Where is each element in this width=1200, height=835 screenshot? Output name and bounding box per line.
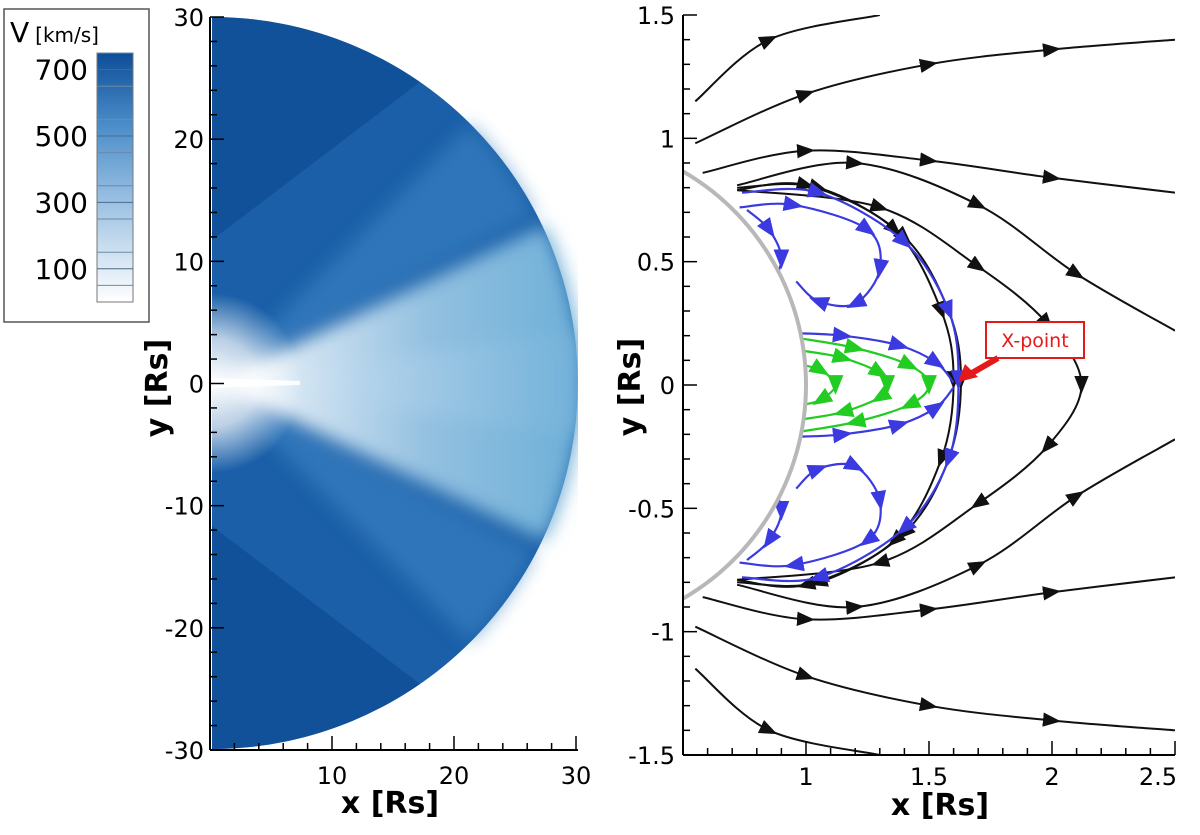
closed-field-line-16 — [739, 454, 887, 572]
right-ytick-label: -1 — [651, 619, 675, 647]
heatmap-panel: 30 20 10 0 -10 -20 -30 10 20 30 x [Rs] y [Rs] — [140, 4, 591, 821]
left-xtick-label: 30 — [561, 762, 592, 790]
colorbar-tick-label: 700 — [35, 54, 88, 87]
x-point-label-box — [985, 321, 1085, 359]
colorbar-legend: V [km/s] 700 500 300 100 — [3, 8, 150, 323]
colorbar-tick-label: 100 — [35, 253, 88, 286]
right-xtick-label: 1.5 — [910, 763, 948, 791]
high-latitude-dark-band-south — [212, 526, 420, 749]
open-field-line-1 — [694, 38, 1175, 145]
colorbar-title: V [km/s] — [10, 16, 99, 49]
colorbar-ticks: 700 500 300 100 — [35, 52, 133, 286]
colorbar-tick-label: 300 — [35, 186, 88, 219]
left-ytick-label: 0 — [189, 371, 204, 399]
left-ticklabels: 30 20 10 0 -10 -20 -30 10 20 30 — [165, 4, 591, 790]
right-ytick-label: 0.5 — [637, 249, 675, 277]
streamer-belt-core — [212, 330, 578, 436]
colorbar-title-main: V — [10, 16, 29, 49]
left-ytick-label: 30 — [173, 4, 204, 32]
closed-field-line-12 — [739, 195, 890, 313]
right-ticks — [683, 14, 1176, 756]
left-xlabel: x [Rs] — [341, 786, 439, 821]
open-field-line-5 — [736, 438, 1175, 615]
open-field-line-6 — [702, 576, 1175, 627]
mid-latitude-band-north — [212, 124, 535, 383]
open-field-line-8 — [694, 667, 881, 755]
left-ytick-label: -10 — [165, 493, 204, 521]
left-ylabel: y [Rs] — [140, 339, 175, 437]
x-point-arrow-shaft — [970, 355, 1000, 376]
mid-latitude-band-south — [212, 383, 535, 642]
open-field-line-0 — [694, 15, 881, 103]
left-ytick-label: -20 — [165, 615, 204, 643]
right-ticklabels: 1.5 1 0.5 0 -0.5 -1 -1.5 1 1.5 2 2.5 — [628, 2, 1177, 791]
equatorial-streak — [212, 378, 300, 388]
open-field-line-3 — [736, 155, 1175, 332]
right-xtick-label: 2.5 — [1139, 763, 1177, 791]
solar-surface — [683, 169, 809, 601]
right-xlabel: x [Rs] — [891, 788, 989, 823]
high-latitude-dark-band-north — [212, 17, 420, 240]
x-point-annotation: X-point — [958, 321, 1085, 382]
right-xtick-label: 2 — [1044, 763, 1059, 791]
right-ylabel: y [Rs] — [613, 338, 648, 436]
right-ytick-label: -1.5 — [628, 742, 675, 770]
colorbar-title-unit: [km/s] — [35, 23, 99, 47]
x-point-arrow-head — [958, 364, 978, 382]
open-field-line-7 — [694, 625, 1175, 732]
right-ytick-label: -0.5 — [628, 495, 675, 523]
left-ytick-label: 20 — [173, 126, 204, 154]
right-ytick-label: 0 — [660, 372, 675, 400]
colorbar-tick-label: 500 — [35, 120, 88, 153]
fieldline-panel: 1.5 1 0.5 0 -0.5 -1 -1.5 1 1.5 2 2.5 x [Rs] y [Rs]… — [613, 2, 1177, 823]
velocity-heatmap — [212, 17, 578, 749]
right-ytick-label: 1 — [660, 125, 675, 153]
colorbar-gradient — [96, 52, 134, 303]
left-ticks — [210, 16, 577, 751]
right-xtick-label: 1 — [798, 763, 813, 791]
closed-field-line-20 — [803, 358, 844, 406]
left-ytick-label: 10 — [173, 248, 204, 276]
left-xtick-label: 20 — [439, 762, 470, 790]
x-point-label: X-point — [1001, 330, 1068, 352]
left-xtick-label: 10 — [317, 762, 348, 790]
left-ytick-label: -30 — [165, 737, 204, 765]
right-ytick-label: 1.5 — [637, 2, 675, 30]
closed-field-line-19 — [800, 347, 896, 421]
